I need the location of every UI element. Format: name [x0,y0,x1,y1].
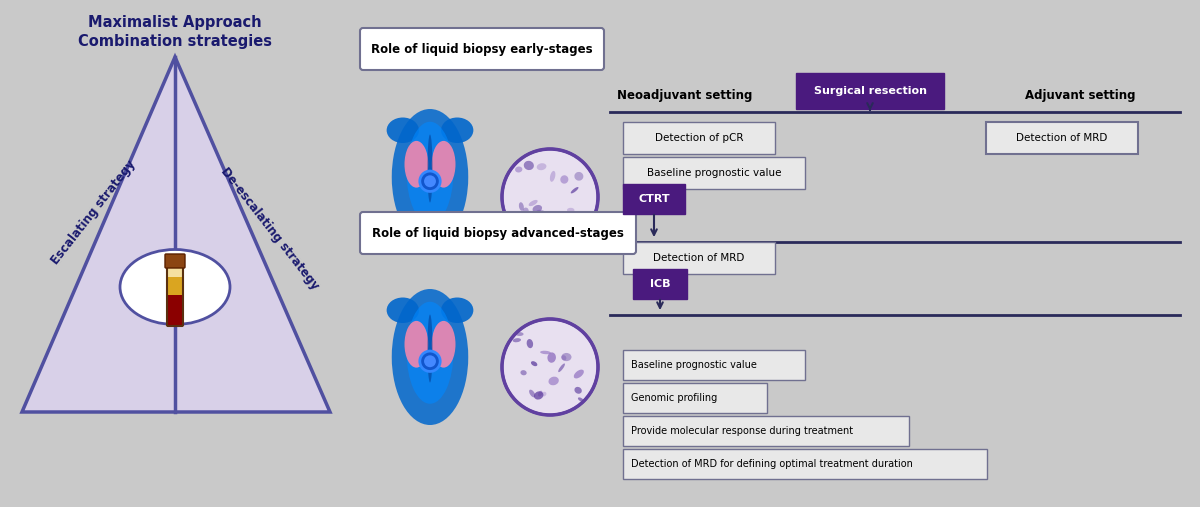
Ellipse shape [523,207,529,214]
Ellipse shape [540,351,551,354]
Ellipse shape [552,226,560,230]
Ellipse shape [391,289,468,425]
Ellipse shape [442,118,473,143]
Text: Genomic profiling: Genomic profiling [631,393,718,403]
FancyBboxPatch shape [166,254,185,268]
Ellipse shape [516,220,521,227]
Ellipse shape [548,377,559,385]
Ellipse shape [520,215,524,220]
Text: ICB: ICB [649,279,671,289]
Ellipse shape [512,338,521,342]
Bar [168,277,182,295]
Bar [168,262,182,277]
Text: Detection of MRD for defining optimal treatment duration: Detection of MRD for defining optimal tr… [631,459,913,469]
Text: Baseline prognostic value: Baseline prognostic value [647,168,781,178]
FancyBboxPatch shape [986,122,1138,154]
Ellipse shape [534,391,544,400]
Ellipse shape [566,208,575,212]
Circle shape [424,175,436,187]
Text: Neoadjuvant setting: Neoadjuvant setting [617,89,752,102]
Ellipse shape [574,370,584,378]
FancyBboxPatch shape [360,28,604,70]
FancyBboxPatch shape [623,350,805,380]
Ellipse shape [529,200,538,206]
Ellipse shape [515,166,522,172]
Ellipse shape [404,141,428,188]
Circle shape [420,171,440,192]
FancyBboxPatch shape [623,416,910,446]
Ellipse shape [571,187,578,193]
Text: Maximalist Approach
Combination strategies: Maximalist Approach Combination strategi… [78,15,272,49]
Text: CTRT: CTRT [638,194,670,204]
Text: Detection of MRD: Detection of MRD [1016,133,1108,143]
Ellipse shape [521,370,527,375]
Circle shape [424,355,436,367]
Text: Role of liquid biopsy advanced-stages: Role of liquid biopsy advanced-stages [372,227,624,239]
Text: Provide molecular response during treatment: Provide molecular response during treatm… [631,426,853,436]
Ellipse shape [427,134,432,202]
Ellipse shape [547,352,556,363]
Ellipse shape [541,392,546,396]
Ellipse shape [432,321,456,368]
Ellipse shape [523,161,534,170]
Ellipse shape [560,175,569,184]
Ellipse shape [530,361,538,366]
Ellipse shape [427,314,432,382]
Ellipse shape [407,122,454,224]
Text: De-escalating strategy: De-escalating strategy [218,165,322,293]
Text: Detection of MRD: Detection of MRD [653,253,745,263]
Ellipse shape [527,339,533,348]
Ellipse shape [526,215,532,222]
FancyBboxPatch shape [623,383,767,413]
Text: Surgical resection: Surgical resection [814,86,926,96]
Text: Detection of pCR: Detection of pCR [655,133,743,143]
Ellipse shape [550,171,556,182]
Ellipse shape [516,332,523,336]
Bar [168,295,182,325]
FancyBboxPatch shape [360,212,636,254]
Ellipse shape [575,387,582,394]
FancyBboxPatch shape [623,122,775,154]
Ellipse shape [386,298,419,323]
Ellipse shape [565,214,571,221]
Ellipse shape [442,298,473,323]
Text: Baseline prognostic value: Baseline prognostic value [631,360,757,370]
Ellipse shape [536,163,546,170]
Circle shape [420,351,440,372]
Ellipse shape [562,355,566,360]
Ellipse shape [518,202,524,211]
Circle shape [502,149,598,245]
Ellipse shape [432,141,456,188]
Ellipse shape [562,353,571,361]
Text: Escalating strategy: Escalating strategy [48,157,138,267]
FancyBboxPatch shape [623,242,775,274]
Ellipse shape [575,172,583,180]
Ellipse shape [558,364,565,372]
Ellipse shape [536,210,545,213]
Ellipse shape [533,205,542,212]
Ellipse shape [538,391,542,396]
Ellipse shape [578,397,583,402]
Ellipse shape [391,109,468,245]
FancyBboxPatch shape [623,157,805,189]
Circle shape [502,319,598,415]
FancyBboxPatch shape [796,73,944,109]
Ellipse shape [120,249,230,324]
Ellipse shape [407,302,454,404]
Ellipse shape [529,390,535,397]
FancyBboxPatch shape [623,184,685,214]
Polygon shape [22,57,330,412]
Ellipse shape [404,321,428,368]
Ellipse shape [386,118,419,143]
Text: Adjuvant setting: Adjuvant setting [1025,89,1135,102]
FancyBboxPatch shape [623,449,986,479]
Text: Role of liquid biopsy early-stages: Role of liquid biopsy early-stages [371,43,593,55]
FancyBboxPatch shape [634,269,686,299]
